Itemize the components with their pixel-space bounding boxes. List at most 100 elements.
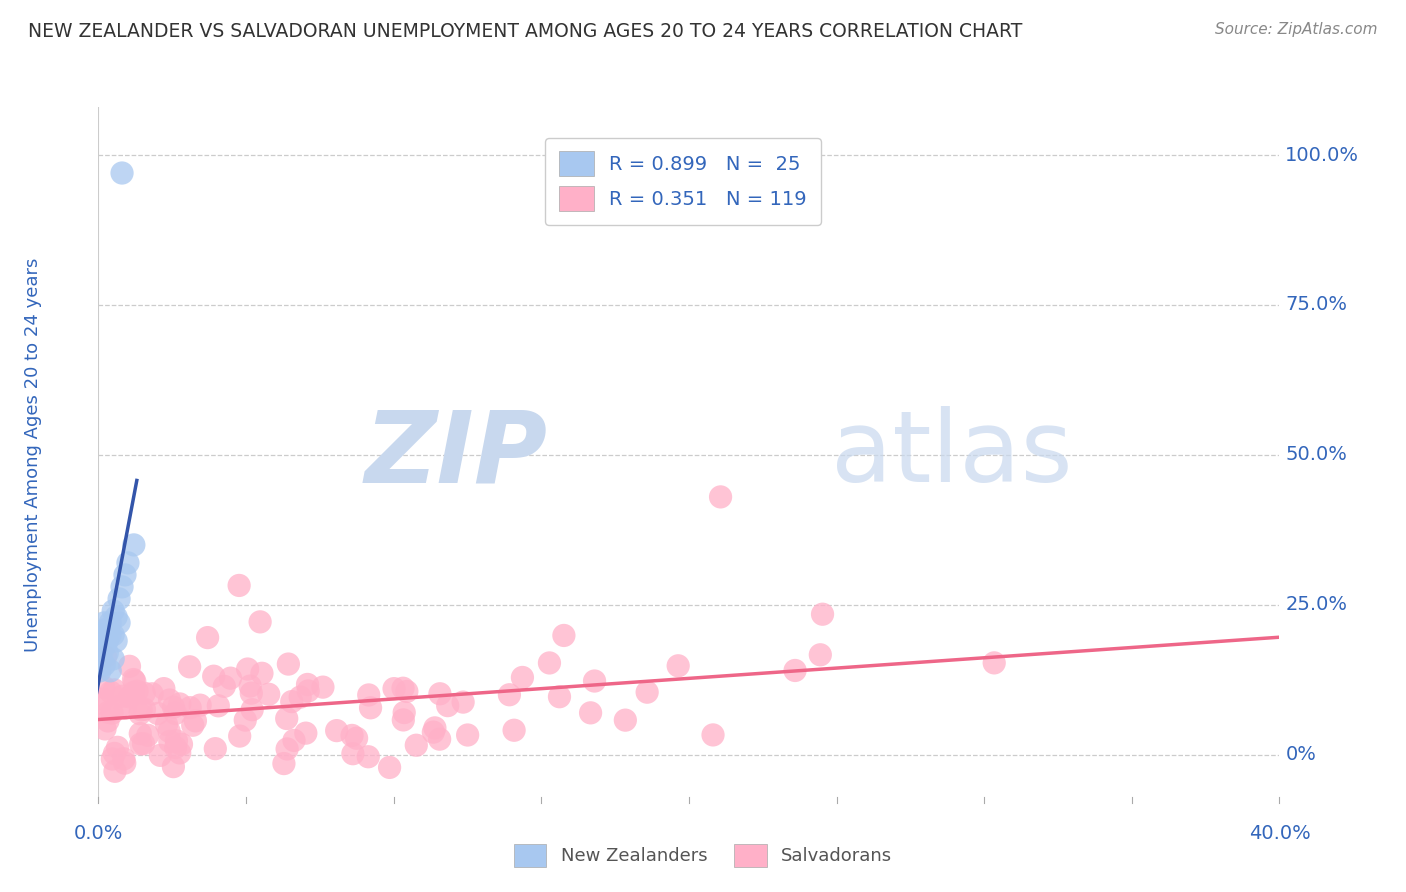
Point xyxy=(392,713,415,727)
Point xyxy=(125,684,148,698)
Text: 40.0%: 40.0% xyxy=(1249,824,1310,843)
Point xyxy=(90,640,112,654)
Point xyxy=(105,610,128,624)
Point xyxy=(165,734,187,748)
Text: NEW ZEALANDER VS SALVADORAN UNEMPLOYMENT AMONG AGES 20 TO 24 YEARS CORRELATION C: NEW ZEALANDER VS SALVADORAN UNEMPLOYMENT… xyxy=(28,22,1022,41)
Point xyxy=(297,684,319,698)
Point xyxy=(233,713,256,727)
Point xyxy=(112,752,135,766)
Point xyxy=(666,658,689,673)
Point xyxy=(179,700,201,714)
Text: 25.0%: 25.0% xyxy=(1285,595,1347,615)
Point xyxy=(101,706,124,720)
Point xyxy=(111,580,134,594)
Point xyxy=(93,680,115,694)
Point xyxy=(783,664,806,678)
Text: 50.0%: 50.0% xyxy=(1285,445,1347,465)
Point xyxy=(512,670,534,684)
Point xyxy=(108,615,131,630)
Point xyxy=(202,669,225,683)
Legend: R = 0.899   N =  25, R = 0.351   N = 119: R = 0.899 N = 25, R = 0.351 N = 119 xyxy=(546,137,821,225)
Point xyxy=(240,686,263,700)
Point xyxy=(162,700,184,714)
Text: atlas: atlas xyxy=(831,407,1073,503)
Point xyxy=(96,622,118,636)
Point xyxy=(457,728,479,742)
Point xyxy=(165,740,187,755)
Point xyxy=(423,721,446,735)
Point xyxy=(276,742,298,756)
Point xyxy=(89,696,111,710)
Point xyxy=(451,695,474,709)
Point xyxy=(983,656,1005,670)
Point xyxy=(108,591,131,606)
Point xyxy=(553,628,575,642)
Point xyxy=(117,556,139,570)
Point xyxy=(181,718,204,732)
Point xyxy=(236,662,259,676)
Point xyxy=(141,687,163,701)
Text: 0%: 0% xyxy=(1285,746,1316,764)
Point xyxy=(614,713,637,727)
Point xyxy=(429,687,451,701)
Point xyxy=(124,674,146,689)
Point xyxy=(214,679,236,693)
Point xyxy=(129,737,152,751)
Point xyxy=(249,615,271,629)
Point xyxy=(103,628,125,642)
Point xyxy=(89,664,111,678)
Point xyxy=(97,714,120,728)
Point xyxy=(228,578,250,592)
Point xyxy=(122,673,145,687)
Point xyxy=(104,764,127,779)
Point xyxy=(357,688,380,702)
Point xyxy=(98,628,121,642)
Text: 0.0%: 0.0% xyxy=(73,824,124,843)
Point xyxy=(405,738,427,752)
Point xyxy=(103,604,125,618)
Point xyxy=(378,760,401,774)
Point xyxy=(179,660,201,674)
Point xyxy=(808,648,831,662)
Point xyxy=(811,607,834,622)
Point xyxy=(100,685,122,699)
Point xyxy=(392,681,415,696)
Point xyxy=(422,725,444,739)
Point xyxy=(93,657,115,672)
Point xyxy=(197,631,219,645)
Point xyxy=(548,690,571,704)
Point xyxy=(105,633,128,648)
Point xyxy=(103,747,125,761)
Point xyxy=(157,724,180,739)
Point xyxy=(146,706,169,721)
Point xyxy=(159,693,181,707)
Point xyxy=(342,747,364,761)
Point xyxy=(219,671,242,685)
Point xyxy=(360,701,382,715)
Point xyxy=(709,490,731,504)
Point xyxy=(273,756,295,771)
Point xyxy=(340,728,363,742)
Point xyxy=(118,690,141,704)
Point xyxy=(170,737,193,751)
Point xyxy=(702,728,724,742)
Point xyxy=(169,697,191,711)
Point xyxy=(94,722,117,736)
Point xyxy=(290,690,312,705)
Text: 75.0%: 75.0% xyxy=(1285,295,1347,315)
Point xyxy=(276,712,298,726)
Point xyxy=(162,759,184,773)
Point xyxy=(184,714,207,728)
Point xyxy=(636,685,658,699)
Point xyxy=(165,706,187,721)
Legend: New Zealanders, Salvadorans: New Zealanders, Salvadorans xyxy=(506,837,900,874)
Point xyxy=(346,731,368,746)
Point xyxy=(295,726,318,740)
Point xyxy=(118,659,141,673)
Point xyxy=(228,729,250,743)
Point xyxy=(114,701,136,715)
Point xyxy=(114,567,136,582)
Text: Unemployment Among Ages 20 to 24 years: Unemployment Among Ages 20 to 24 years xyxy=(24,258,42,652)
Point xyxy=(108,699,131,714)
Point xyxy=(93,640,115,654)
